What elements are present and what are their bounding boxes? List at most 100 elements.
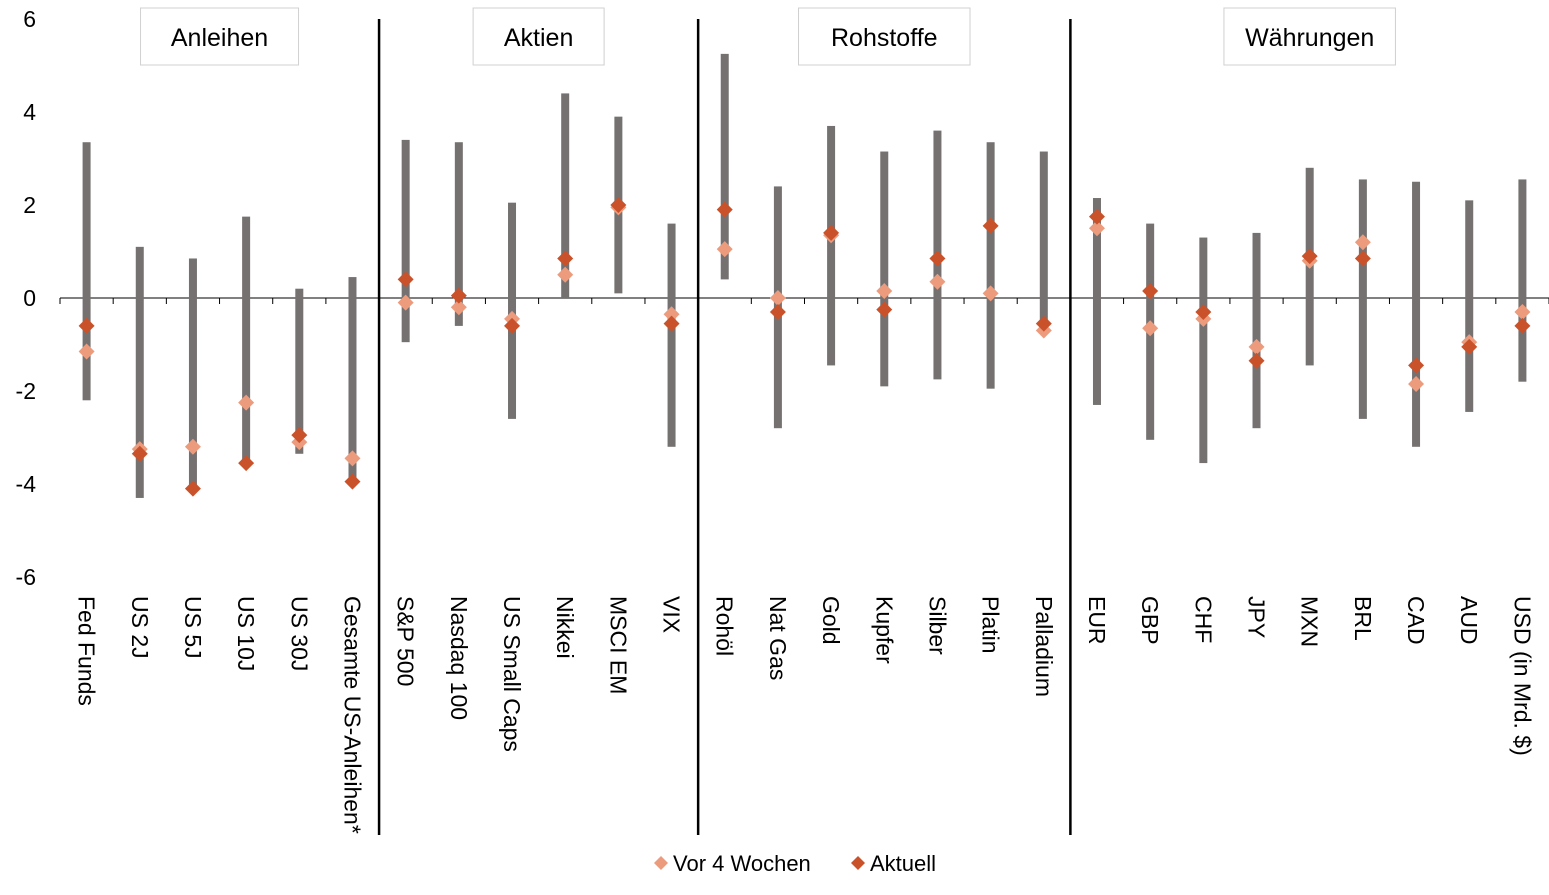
y-tick-label: -2 — [16, 378, 36, 404]
range-bar — [1465, 200, 1474, 412]
group-label-box — [1223, 7, 1396, 66]
marker-aktuell — [769, 303, 786, 320]
range-bar — [348, 277, 357, 480]
category-label: S&P 500 — [393, 596, 419, 686]
marker-aktuell — [504, 317, 521, 334]
group-label-box — [472, 7, 605, 66]
marker-vor-4-wochen — [450, 299, 467, 316]
category-label: Gold — [818, 596, 844, 645]
range-bar — [1199, 237, 1208, 464]
y-tick-label: 2 — [23, 192, 36, 218]
category-labels: Fed Funds US 2J US 5J US 10J US 30J Gesamte U… — [74, 596, 1536, 834]
range-bar — [880, 151, 889, 387]
y-tick-label: 6 — [23, 6, 36, 32]
marker-vor-4-wochen — [716, 241, 733, 258]
category-label: Nikkei — [552, 596, 578, 659]
range-bar — [561, 93, 570, 299]
marker-vor-4-wochen — [876, 283, 893, 300]
marker-vor-4-wochen — [78, 343, 95, 360]
marker-aktuell — [716, 201, 733, 218]
marker-aktuell — [610, 197, 627, 213]
marker-vor-4-wochen — [769, 290, 786, 306]
group-label: Währungen — [1245, 24, 1374, 52]
zero-axis — [59, 297, 1549, 304]
range-bar — [1252, 232, 1261, 429]
range-bar — [401, 139, 410, 343]
marker-vor-4-wochen — [238, 394, 255, 411]
group-separators — [377, 19, 1072, 835]
range-bar — [827, 125, 836, 366]
legend-marker — [851, 856, 865, 870]
range-bar — [986, 142, 995, 389]
marker-vor-4-wochen — [1408, 376, 1425, 393]
marker-aktuell — [1142, 283, 1159, 300]
category-label: Fed Funds — [74, 596, 100, 706]
category-label: USD (in Mrd. $) — [1509, 596, 1535, 756]
marker-aktuell — [1408, 357, 1425, 374]
range-bar — [188, 258, 197, 489]
range-bar — [1039, 151, 1048, 333]
marker-aktuell — [663, 315, 680, 332]
range-bar — [1092, 198, 1101, 405]
range-bar — [82, 142, 91, 401]
legend-marker — [654, 856, 668, 870]
marker-aktuell — [1354, 250, 1371, 267]
marker-aktuell — [78, 317, 95, 334]
legend-label: Aktuell — [870, 851, 936, 876]
range-bar — [295, 288, 304, 454]
range-bar — [1358, 179, 1367, 419]
group-label: Rohstoffe — [831, 24, 938, 52]
marker-aktuell — [344, 473, 361, 490]
category-label: CHF — [1190, 596, 1216, 643]
range-bar — [667, 223, 676, 447]
marker-aktuell — [876, 301, 893, 318]
marker-aktuell — [184, 480, 201, 497]
y-tick-label: 4 — [23, 99, 36, 125]
marker-vor-4-wochen — [344, 450, 361, 467]
category-label: Kupfer — [871, 596, 897, 664]
range-bar — [1518, 179, 1527, 382]
category-label: US 10J — [233, 596, 259, 671]
category-label: GBP — [1137, 596, 1163, 645]
legend-label: Vor 4 Wochen — [673, 851, 811, 876]
category-label: VIX — [659, 596, 685, 633]
category-label: Nasdaq 100 — [446, 596, 472, 720]
marker-aktuell — [823, 224, 840, 241]
marker-vor-4-wochen — [929, 273, 946, 290]
marker-vor-4-wochen — [1248, 338, 1265, 355]
category-label: US 30J — [286, 596, 312, 671]
range-bar — [135, 246, 144, 498]
category-label: Platin — [978, 596, 1004, 654]
marker-vor-4-wochen — [1514, 303, 1531, 320]
marker-vor-4-wochen — [557, 266, 574, 283]
range-bar — [508, 202, 517, 419]
marker-aktuell — [1514, 317, 1531, 334]
category-label: CAD — [1403, 596, 1429, 645]
marker-aktuell — [397, 271, 414, 288]
category-label: MSCI EM — [605, 596, 631, 694]
marker-aktuell — [1461, 338, 1478, 355]
marker-vor-4-wochen — [663, 306, 680, 323]
category-label: BRL — [1350, 596, 1376, 641]
group-label-box — [798, 7, 971, 66]
category-label: US Small Caps — [499, 596, 525, 752]
category-label: AUD — [1456, 596, 1482, 645]
range-bar — [1412, 181, 1421, 447]
markers — [78, 197, 1531, 497]
category-label: Nat Gas — [765, 596, 791, 680]
category-label: Gesamte US-Anleihen* — [339, 596, 365, 834]
group-label-box — [140, 7, 300, 66]
marker-aktuell — [291, 427, 308, 444]
y-tick-label: -4 — [16, 471, 37, 497]
range-bar — [720, 53, 729, 280]
marker-aktuell — [982, 217, 999, 234]
category-label: US 5J — [180, 596, 206, 659]
marker-aktuell — [929, 250, 946, 267]
category-label: Silber — [924, 596, 950, 655]
marker-aktuell — [450, 287, 467, 304]
category-label: EUR — [1084, 596, 1110, 645]
marker-vor-4-wochen — [1088, 220, 1105, 237]
y-tick-label: -6 — [16, 564, 36, 590]
marker-vor-4-wochen — [184, 438, 201, 455]
